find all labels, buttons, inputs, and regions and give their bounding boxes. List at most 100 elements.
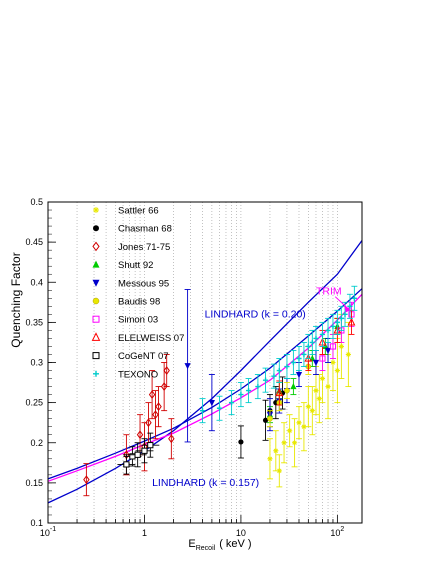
data-point	[305, 404, 311, 410]
legend-label: Shutt 92	[118, 260, 153, 271]
data-point	[228, 400, 235, 406]
data-point	[92, 260, 100, 268]
y-tick-label: 0.45	[25, 237, 43, 247]
annotation-label: LINDHARD (k = 0.157)	[152, 477, 259, 489]
y-tick-label: 0.2	[30, 438, 43, 448]
data-point	[199, 408, 206, 414]
data-point	[334, 367, 340, 374]
x-axis-title-sub: Recoil	[196, 545, 216, 552]
legend-entry: TEXONO	[93, 369, 158, 380]
data-point	[123, 461, 130, 468]
data-point	[271, 373, 277, 379]
legend-label: TEXONO	[118, 369, 158, 380]
legend-label: Sattler 66	[118, 206, 159, 217]
data-point	[147, 442, 154, 449]
data-point	[208, 400, 215, 407]
legend-label: Messous 95	[118, 278, 169, 289]
legend-label: CoGeNT 07	[118, 351, 169, 362]
legend-label: Baudis 98	[118, 297, 160, 308]
series-group	[184, 289, 332, 443]
data-point	[312, 359, 320, 367]
series-group	[266, 358, 312, 428]
data-point	[322, 342, 329, 350]
y-tick-label: 0.25	[25, 398, 43, 408]
data-point	[313, 335, 319, 342]
data-point	[163, 366, 170, 375]
data-point	[304, 353, 313, 362]
legend-entry: Shutt 92	[92, 260, 153, 271]
legend-label: ELELWEISS 07	[118, 333, 184, 344]
data-point	[155, 402, 162, 412]
data-point	[93, 370, 99, 377]
data-point	[313, 387, 319, 394]
data-point	[338, 343, 344, 350]
x-tick-label-base: 10	[330, 528, 340, 538]
x-axis-title-unit: ( keV )	[219, 538, 251, 550]
series-group	[83, 354, 175, 497]
data-point	[255, 383, 261, 390]
legend-entry: Jones 71-75	[92, 241, 170, 253]
legend-entry: ELELWEISS 07	[91, 332, 184, 344]
legend-entry: Simon 03	[92, 315, 158, 326]
data-point	[238, 392, 244, 398]
data-point	[134, 451, 141, 458]
data-point	[267, 456, 273, 462]
data-point	[342, 311, 348, 317]
x-tick-label-base: 1	[142, 528, 147, 538]
data-point	[316, 396, 322, 402]
data-point	[273, 448, 279, 454]
data-point	[334, 319, 340, 325]
data-point	[291, 440, 298, 446]
x-tick-label-base: 10	[40, 528, 50, 538]
data-point	[319, 331, 326, 338]
data-point	[329, 343, 337, 350]
x-tick-label-exponent: 2	[340, 526, 344, 533]
x-tick-label: 102	[330, 526, 344, 538]
data-point	[168, 434, 175, 444]
data-point	[83, 475, 90, 485]
data-point	[324, 347, 332, 355]
data-point	[287, 428, 293, 434]
x-tick-label: 1	[142, 528, 147, 538]
annotations: LINDHARD (k = 0.20) LINDHARD (k = 0.157) T…	[152, 285, 351, 489]
data-point	[276, 468, 282, 474]
legend-entry: Baudis 98	[92, 297, 160, 308]
data-point	[309, 408, 315, 414]
series-group	[117, 432, 160, 475]
data-point	[92, 241, 100, 252]
data-point	[325, 327, 331, 333]
data-point	[141, 447, 148, 454]
data-point	[290, 359, 296, 366]
data-point	[267, 415, 273, 422]
data-point	[281, 440, 287, 446]
data-point	[276, 367, 282, 374]
data-point	[136, 430, 144, 440]
x-axis-title: ERecoil( keV )	[188, 538, 251, 552]
axis-ticks: 10-1 1 10 1020.10.150.20.250.30.350.40.450.…	[25, 197, 344, 538]
y-tick-label: 0.1	[30, 518, 43, 528]
data-point	[275, 388, 284, 397]
y-tick-label: 0.15	[25, 478, 43, 488]
x-tick-label: 10-1	[40, 526, 56, 538]
y-tick-label: 0.3	[30, 358, 43, 368]
data-point	[160, 382, 168, 392]
data-point	[325, 383, 331, 390]
legend: Sattler 66 Chasman 68 Jones 71-75 Shutt 92 M…	[91, 206, 184, 380]
data-point	[319, 375, 326, 382]
data-point	[92, 297, 100, 305]
data-point	[284, 387, 290, 394]
y-tick-label: 0.35	[25, 317, 43, 327]
data-point	[338, 315, 344, 321]
data-point	[309, 339, 315, 346]
data-point	[262, 377, 269, 383]
data-point	[92, 352, 100, 360]
data-point	[245, 387, 252, 394]
data-point	[290, 382, 297, 390]
trim-arrow-head	[343, 305, 350, 313]
data-point	[284, 363, 290, 370]
data-point	[91, 332, 101, 341]
x-axis-title-main: E	[188, 538, 195, 550]
y-tick-label: 0.5	[30, 197, 43, 207]
data-point	[345, 351, 351, 358]
